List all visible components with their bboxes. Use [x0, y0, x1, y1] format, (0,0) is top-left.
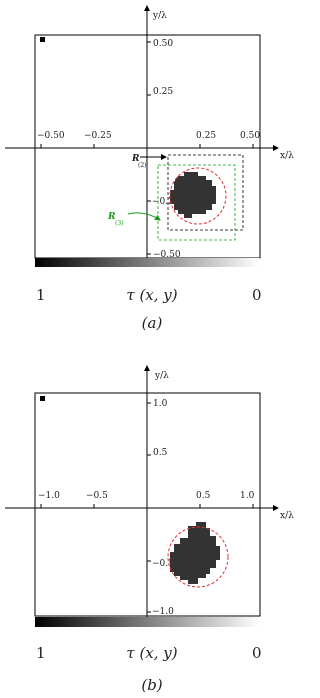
y-tick: −1.0: [152, 607, 174, 617]
caption: (a): [142, 314, 163, 332]
region-sub: (2): [138, 162, 147, 169]
y-tick: −0.25: [152, 197, 180, 207]
x-tick: 0.50: [240, 131, 260, 141]
y-tick: 0.25: [153, 87, 173, 97]
x-axis-label: x/λ: [280, 511, 294, 521]
colorbar: [35, 258, 260, 267]
x-tick: 0.25: [196, 131, 216, 141]
region-label: R: [131, 154, 140, 164]
y-tick: −0.50: [153, 250, 181, 260]
panel-a: y/λ x/λ 0.50 0.25 −0.25 −0.50 −0.50 −0.2…: [5, 5, 294, 332]
caption: (b): [141, 676, 162, 694]
x-tick: −1.0: [38, 491, 60, 501]
scale-left: 1: [36, 644, 46, 662]
x-tick: 1.0: [240, 491, 255, 501]
y-tick: 1.0: [153, 399, 168, 409]
scale-title: τ (x, y): [126, 644, 177, 662]
y-tick: −0.5: [152, 559, 174, 569]
y-axis-label: y/λ: [152, 11, 167, 21]
panel-b: y/λ x/λ 1.0 0.5 −0.5 −1.0 −1.0 −0.5 0.5 …: [5, 365, 294, 694]
x-axis-label: x/λ: [280, 151, 294, 161]
region-label: R: [107, 212, 116, 222]
x-tick: −0.50: [37, 131, 65, 141]
colorbar: [35, 617, 260, 627]
y-axis-label: y/λ: [154, 371, 169, 381]
region-sub: (3): [115, 220, 124, 227]
figure: y/λ x/λ 0.50 0.25 −0.25 −0.50 −0.50 −0.2…: [5, 5, 294, 694]
scale-right: 0: [252, 644, 262, 662]
scale-left: 1: [36, 286, 46, 304]
scale-title: τ (x, y): [126, 286, 177, 304]
x-tick: −0.25: [84, 131, 112, 141]
x-tick: −0.5: [86, 491, 108, 501]
scale-right: 0: [252, 286, 262, 304]
y-tick: 0.5: [153, 448, 168, 458]
x-tick: 0.5: [196, 491, 211, 501]
y-tick: 0.50: [153, 39, 173, 49]
